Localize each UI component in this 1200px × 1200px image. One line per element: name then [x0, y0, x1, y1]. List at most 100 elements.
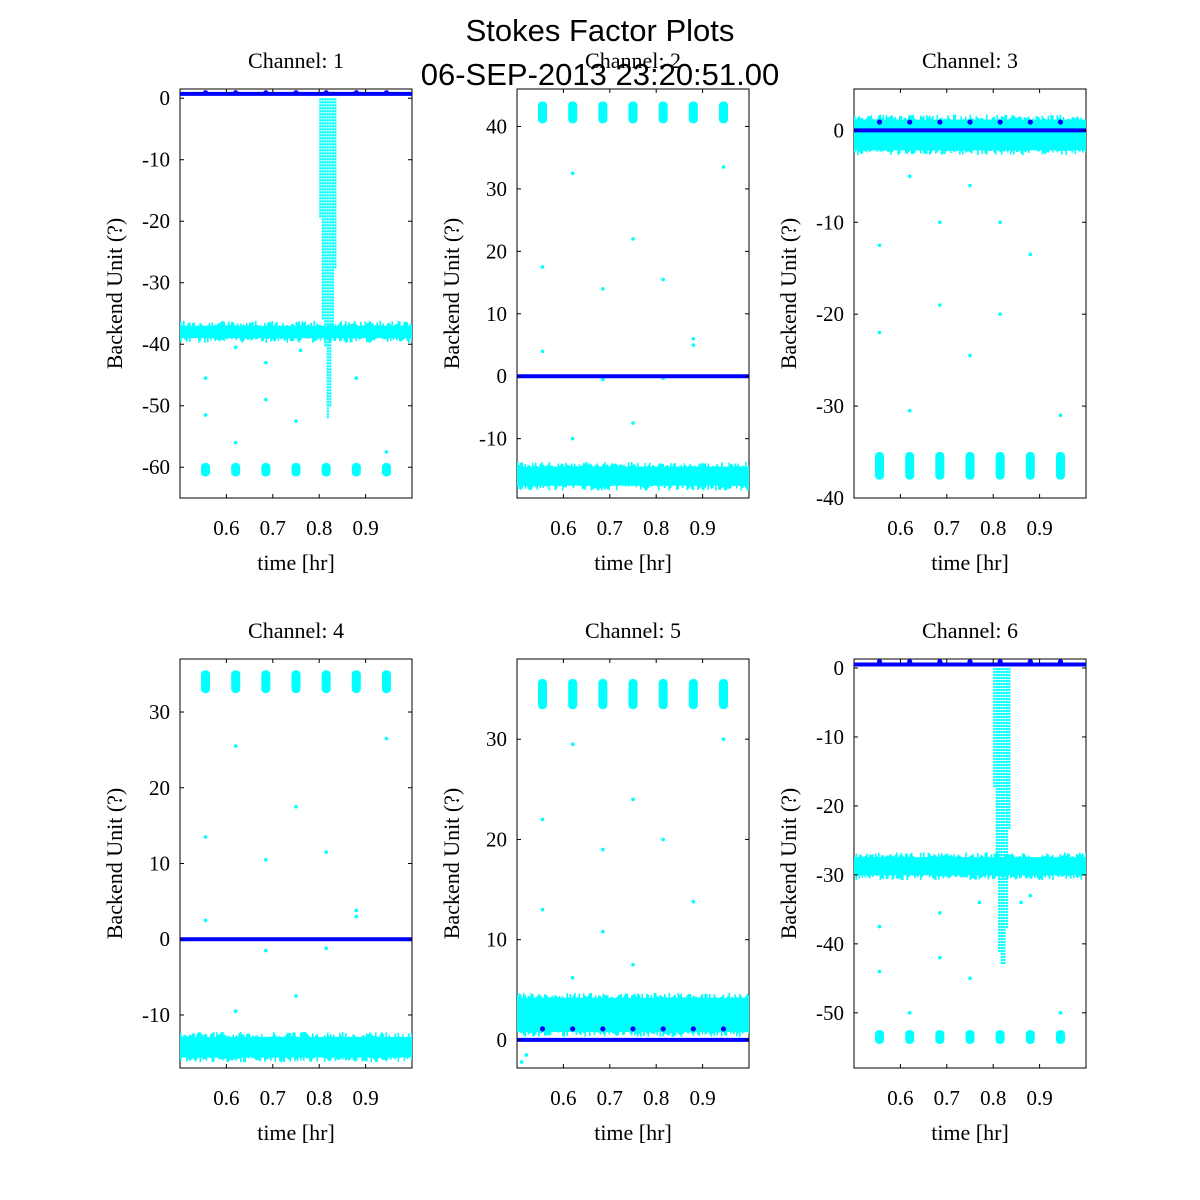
scatter-dip-point — [326, 362, 329, 365]
scatter-band-column — [894, 116, 897, 150]
scatter-dip-point — [324, 209, 327, 212]
scatter-band-column — [521, 462, 524, 489]
scatter-band-column — [917, 859, 919, 878]
scatter-band-column — [393, 1036, 395, 1059]
scatter-dip-point — [1003, 961, 1006, 965]
scatter-dip-point — [329, 323, 332, 326]
y-tick-label: -20 — [816, 794, 844, 818]
scatter-dip-point — [995, 679, 998, 683]
scatter-dip-point — [1005, 823, 1008, 827]
scatter-band-column — [1044, 119, 1047, 155]
scatter-dip-point — [321, 209, 324, 212]
scatter-band-column — [193, 1033, 196, 1061]
scatter-dip-point — [1003, 796, 1006, 800]
scatter-dip-point — [1005, 838, 1008, 842]
scatter-band-column — [378, 1037, 380, 1059]
scatter-dip-point — [998, 871, 1001, 875]
scatter-band-column — [408, 1033, 410, 1058]
scatter-dip-point — [321, 119, 324, 122]
scatter-band-column — [331, 1037, 334, 1058]
x-tick-label: 0.7 — [597, 516, 623, 540]
scatter-dip-point — [324, 287, 327, 290]
scatter-band-column — [888, 117, 891, 152]
scatter-dip-point — [321, 305, 324, 308]
scatter-dip-point — [1003, 934, 1006, 938]
scatter-dip-point — [1005, 895, 1008, 899]
scatter-dip-point — [329, 128, 332, 131]
scatter-dip-point — [329, 251, 332, 254]
scatter-band-column — [214, 1037, 217, 1057]
scatter-dip-point — [319, 170, 322, 173]
scatter-dip-point — [993, 676, 996, 680]
scatter-band-column — [408, 326, 410, 344]
scatter-dip-point — [319, 149, 322, 152]
scatter-dip-point — [331, 125, 334, 128]
scatter-dip-point — [334, 215, 337, 218]
scatter-outlier-point — [524, 1053, 529, 1057]
scatter-cluster — [381, 670, 391, 694]
scatter-band-column — [378, 325, 380, 337]
scatter-band-column — [309, 1037, 311, 1062]
scatter-dip-point — [1008, 775, 1011, 779]
scatter-band-column — [936, 857, 939, 876]
scatter-band-column — [619, 465, 621, 486]
scatter-band-column — [229, 324, 232, 337]
scatter-band-column — [619, 995, 621, 1031]
scatter-dip-point — [329, 113, 332, 116]
figure-title: Stokes Factor Plots — [466, 13, 735, 48]
scatter-dip-point — [324, 203, 327, 206]
scatter-dip-point — [326, 230, 329, 233]
scatter-dip-point — [1000, 718, 1003, 722]
scatter-dip-point — [998, 805, 1001, 809]
scatter-dip-point — [329, 353, 332, 356]
scatter-dip-point — [995, 715, 998, 719]
scatter-band-column — [204, 327, 206, 343]
scatter-dip-point — [331, 161, 334, 164]
scatter-band-column — [608, 998, 611, 1035]
scatter-band-column — [944, 854, 946, 877]
scatter-dip-point — [1005, 868, 1008, 872]
scatter-dip-point — [998, 838, 1001, 842]
scatter-band-column — [965, 852, 967, 878]
scatter-band-column — [587, 464, 590, 486]
scatter-dip-point — [998, 715, 1001, 719]
scatter-dip-point — [1008, 799, 1011, 803]
scatter-dip-point — [331, 224, 334, 227]
plot-area-frame — [179, 88, 413, 499]
scatter-band-column — [981, 855, 984, 878]
scatter-dip-point — [321, 242, 324, 245]
scatter-band-column — [858, 855, 861, 879]
scatter-band-column — [373, 1035, 376, 1060]
scatter-band-column — [234, 1038, 236, 1059]
scatter-band-column — [545, 465, 548, 487]
scatter-dip-point — [998, 733, 1001, 737]
scatter-band-column — [948, 117, 951, 151]
scatter-dip-point — [321, 173, 324, 176]
subplot-channel-1: 0.6 0.7 0.8 0.90-10-20-30-40-50-60Channel: … — [102, 48, 413, 575]
line-marker — [539, 1026, 546, 1032]
scatter-dip-point — [1008, 784, 1011, 788]
scatter-dip-point — [321, 140, 324, 143]
scatter-outlier-point — [1028, 893, 1033, 898]
scatter-dip-point — [998, 832, 1001, 836]
scatter-dip-point — [331, 134, 334, 137]
scatter-band-column — [261, 326, 263, 342]
scatter-dip-point — [319, 185, 322, 188]
scatter-band-column — [854, 858, 856, 876]
scatter-band-column — [400, 326, 403, 342]
scatter-dip-point — [998, 874, 1001, 878]
scatter-band-column — [364, 1037, 367, 1061]
scatter-dip-point — [1008, 691, 1011, 695]
scatter-band-column — [402, 325, 404, 341]
scatter-band-column — [321, 1037, 323, 1058]
y-tick-label: -10 — [479, 427, 507, 451]
scatter-dip-point — [1005, 853, 1008, 857]
scatter-band-column — [665, 997, 668, 1034]
scatter-band-column — [352, 322, 355, 339]
y-tick-label: -40 — [142, 332, 170, 356]
scatter-band-column — [885, 855, 888, 879]
scatter-band-column — [647, 994, 650, 1037]
scatter-dip-point — [319, 110, 322, 113]
